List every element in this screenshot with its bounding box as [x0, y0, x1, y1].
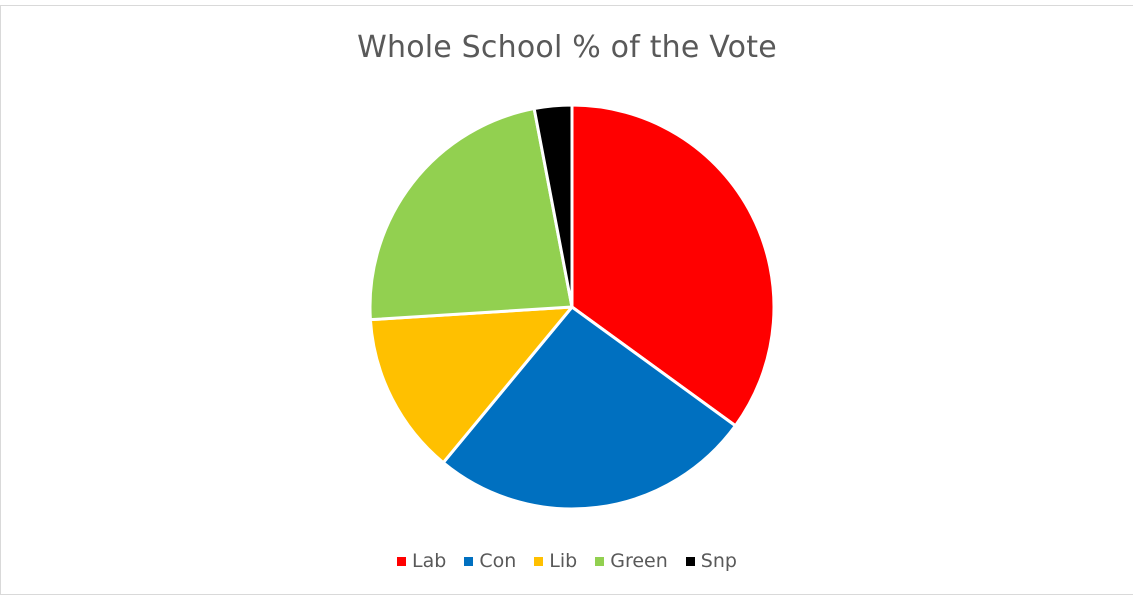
legend-swatch-con: [464, 556, 474, 566]
pie-slice-green: [368, 107, 574, 322]
legend-swatch-lab: [397, 556, 407, 566]
pie-slice-con: [441, 305, 737, 511]
chart-title: Whole School % of the Vote: [357, 30, 777, 65]
legend-label-green: Green: [610, 550, 668, 572]
pie-slices: [368, 103, 776, 511]
legend: Lab Con Lib Green Snp: [0, 550, 1134, 572]
pie-slice-lab: [570, 103, 776, 428]
legend-label-con: Con: [479, 550, 517, 572]
legend-swatch-green: [595, 556, 605, 566]
legend-item-lab: Lab: [397, 550, 446, 572]
legend-swatch-lib: [534, 556, 544, 566]
pie-slice-snp: [532, 103, 574, 309]
legend-item-green: Green: [595, 550, 668, 572]
legend-item-snp: Snp: [685, 550, 737, 572]
legend-label-lab: Lab: [412, 550, 447, 572]
legend-item-con: Con: [464, 550, 516, 572]
pie-slice-lib: [368, 305, 574, 465]
legend-label-lib: Lib: [549, 550, 578, 572]
legend-label-snp: Snp: [700, 550, 737, 572]
legend-swatch-snp: [685, 556, 695, 566]
legend-item-lib: Lib: [534, 550, 577, 572]
